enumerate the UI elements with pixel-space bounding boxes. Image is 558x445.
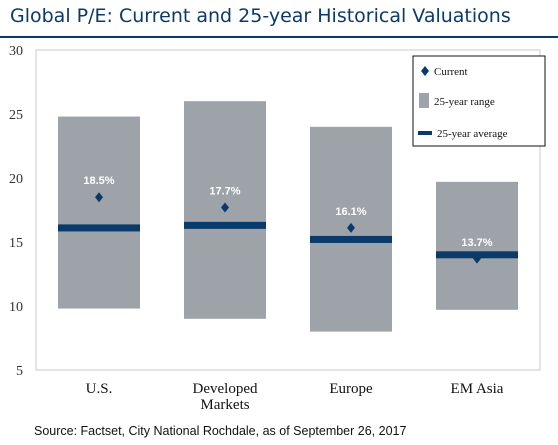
average-bar [310,235,392,243]
current-value-label: 16.1% [335,206,366,218]
current-value-label: 13.7% [461,237,492,249]
legend-average-label: 25-year average [437,128,508,140]
title-rule [0,36,558,38]
legend-range-label: 25-year range [434,96,495,108]
chart-title: Global P/E: Current and 25-year Historic… [10,5,511,27]
current-marker [221,202,229,213]
current-marker [347,222,355,233]
y-tick-label: 25 [9,108,23,123]
current-value-label: 18.5% [83,175,114,187]
range-bar [58,116,140,309]
x-category-label: EM Asia [451,381,504,397]
legend-current-marker [421,66,429,76]
average-bar [58,224,140,232]
range-bar [436,181,518,310]
current-marker [473,253,481,264]
y-tick-label: 10 [9,300,23,315]
legend-box [412,55,546,147]
x-category-label: Europe [329,381,373,397]
legend: Current 25-year range 25-year average [412,55,546,147]
current-value-label: 17.7% [209,185,240,197]
source-note: Source: Factset, City National Rochdale,… [34,424,407,438]
y-tick-label: 20 [9,172,23,187]
legend-average-swatch [418,131,432,135]
y-tick-label: 15 [9,236,23,251]
y-tick-label: 30 [9,44,23,59]
x-category-label: U.S. [86,381,113,397]
current-marker [95,192,103,203]
y-tick-label: 5 [16,364,23,379]
average-bar [184,221,266,229]
legend-range-swatch [419,93,429,108]
x-category-label: Developed [193,381,258,397]
x-category-label: Markets [200,397,249,413]
plot-frame [35,49,541,371]
legend-current-label: Current [434,66,468,78]
